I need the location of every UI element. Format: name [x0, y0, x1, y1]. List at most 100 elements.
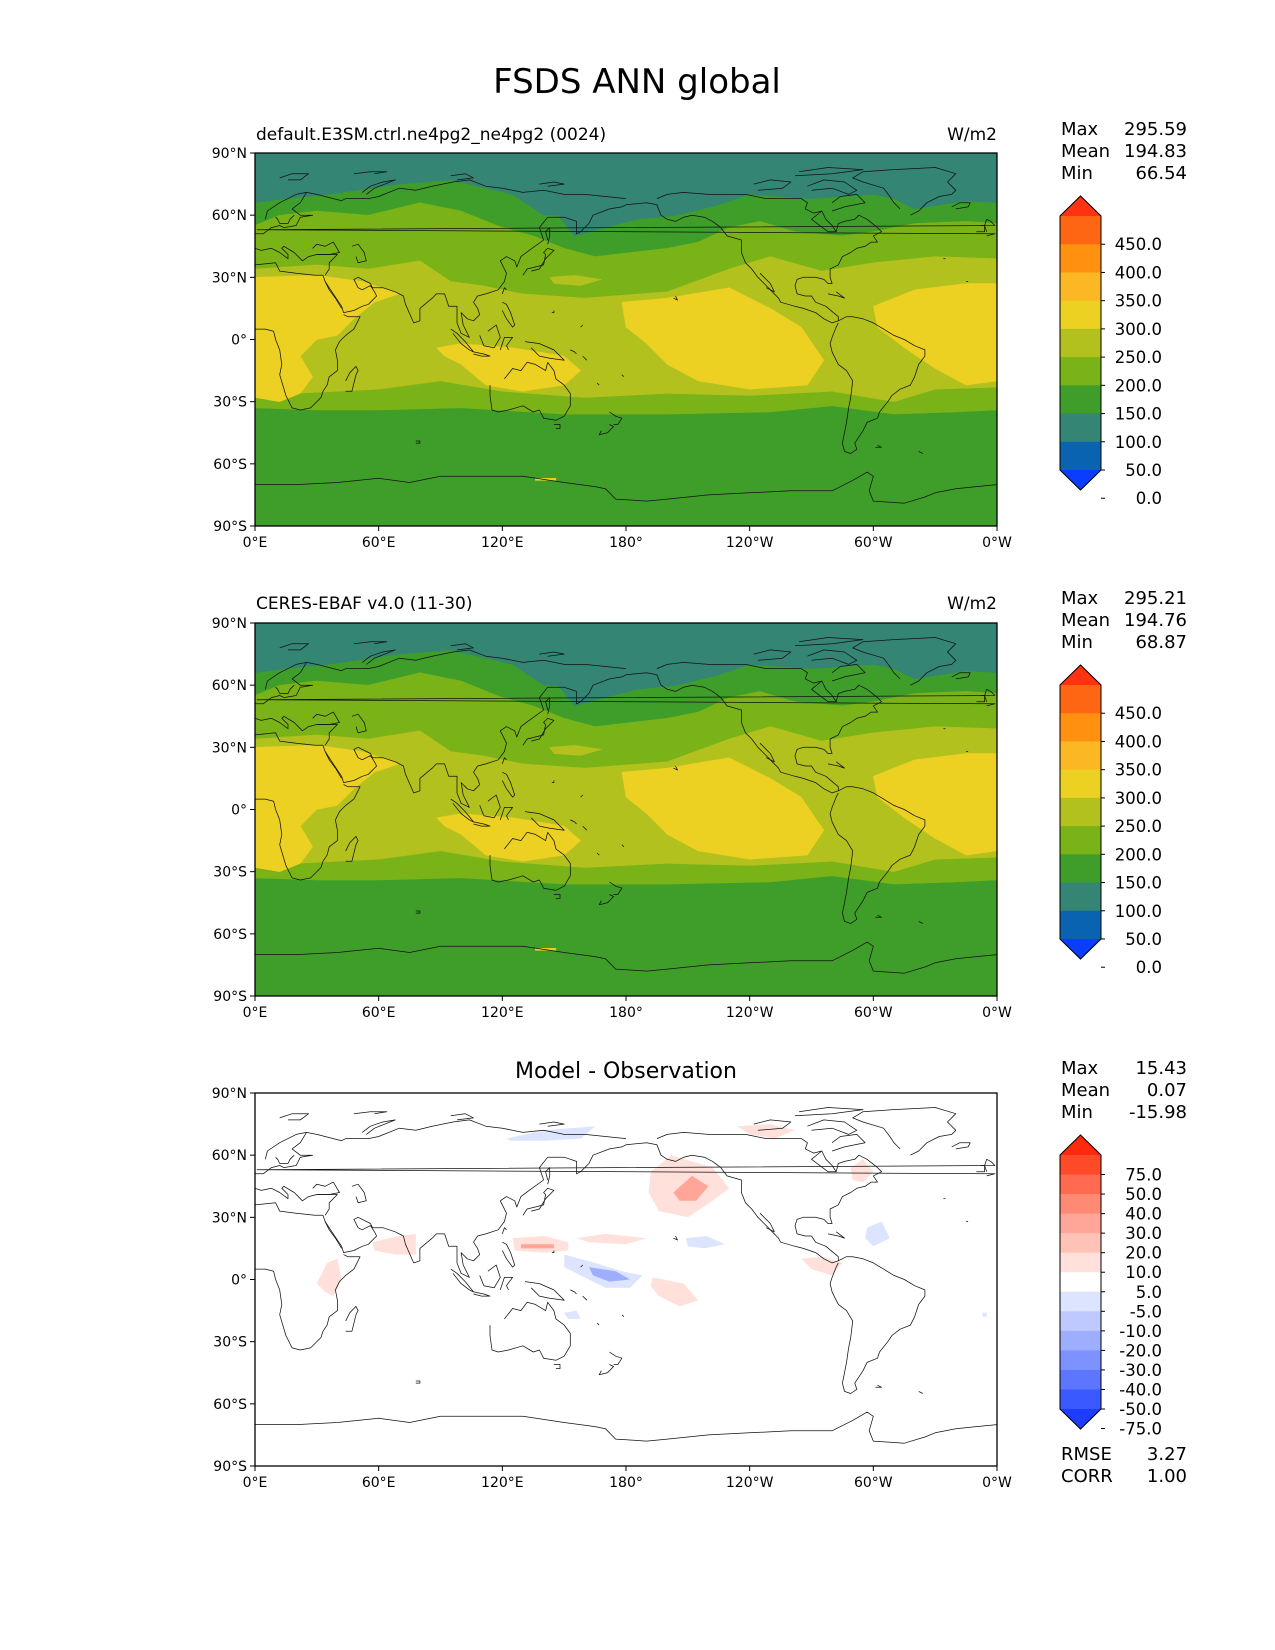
coastline-14	[522, 717, 555, 746]
coastline-20	[499, 807, 513, 821]
lon-tick-label: 60°E	[362, 1475, 396, 1491]
coastline-31	[753, 649, 792, 661]
stat-label-mean: Mean	[1061, 141, 1110, 162]
coastline-21	[524, 341, 565, 361]
coastline-20	[499, 337, 513, 351]
coastline-46	[596, 382, 600, 386]
coastline-4	[255, 784, 361, 881]
coastline-12	[976, 1165, 985, 1173]
difference-contours	[316, 1124, 987, 1319]
coastline-20	[499, 1277, 513, 1291]
field-contours-model	[255, 153, 997, 526]
colorbar-extend-bottom	[1060, 1409, 1101, 1429]
lat-tick-label: 60°S	[213, 927, 247, 943]
colorbar-swatch	[1060, 713, 1101, 742]
colorbar-swatch	[1060, 328, 1101, 358]
difference-patch-4	[576, 1233, 647, 1245]
stat-value-max: 295.21	[1124, 588, 1187, 609]
difference-patch-9	[850, 1159, 874, 1183]
coastline-35	[811, 1150, 837, 1173]
coastline-45	[580, 324, 583, 328]
coastline-45	[580, 1264, 583, 1268]
colorbar-swatch	[1060, 1252, 1101, 1273]
coastline-21	[524, 1281, 565, 1301]
stat-value-min: 68.87	[1135, 632, 1187, 653]
coastline-40	[539, 1121, 565, 1127]
colorbar-swatch	[1060, 1174, 1101, 1195]
coastline-2	[255, 732, 323, 746]
colorbar-extend-bottom	[1060, 470, 1101, 490]
coastline-33	[794, 637, 864, 647]
colorbar-extend-bottom	[1060, 939, 1101, 959]
coastline-25	[598, 1364, 614, 1376]
coastline-36	[279, 1113, 309, 1121]
coastline-39	[450, 173, 474, 181]
coastline-46	[596, 1322, 600, 1326]
stats-observation: Max 295.21 Mean 194.76 Min 68.87	[1061, 588, 1187, 653]
contour-patch-olive-north-pacific	[549, 275, 602, 286]
lat-tick-label: 90°S	[213, 1459, 247, 1475]
colorbar-label: 400.0	[1115, 732, 1162, 751]
lat-tick-label: 90°S	[213, 519, 247, 535]
contour-patch-yellow-atlantic	[873, 753, 997, 856]
coastline-28	[827, 291, 845, 299]
coastline-1	[322, 204, 627, 338]
coastline-29	[829, 786, 926, 924]
coastlines-model	[255, 167, 997, 504]
coastline-19	[479, 324, 501, 349]
lon-tick-label: 0°W	[982, 535, 1012, 551]
difference-patch-17	[982, 1312, 987, 1317]
coastline-44	[551, 1250, 555, 1253]
coastline-15	[501, 287, 507, 295]
coastline-7	[351, 243, 367, 264]
coastline-16	[501, 771, 516, 798]
coastline-22	[489, 361, 571, 421]
field-contours-observation	[255, 623, 997, 996]
coastline-9	[264, 192, 307, 220]
colorbar-swatch	[1060, 1291, 1101, 1312]
coastline-42	[255, 471, 997, 504]
lat-tick-label: 60°S	[213, 1397, 247, 1413]
coastline-45	[580, 794, 583, 798]
coastline-15	[501, 1227, 507, 1235]
coastline-30	[852, 167, 957, 216]
coastline-36	[279, 173, 309, 181]
coastline-43	[415, 910, 421, 914]
coastlines-observation	[255, 637, 997, 974]
coastline-54	[582, 1295, 588, 1301]
main-title: FSDS ANN global	[493, 62, 781, 102]
coastline-53	[570, 1289, 577, 1295]
coastline-52	[918, 1391, 923, 1394]
coastline-38	[353, 1111, 388, 1115]
coastline-24	[609, 411, 623, 425]
coastline-48	[673, 1235, 678, 1241]
coastline-7	[351, 1183, 367, 1204]
lat-tick-label: 30°S	[213, 1335, 247, 1351]
colorbar-swatch	[1060, 797, 1101, 827]
coastline-47	[621, 374, 625, 378]
coastline-48	[673, 765, 678, 771]
coastline-39	[450, 1113, 474, 1121]
lon-tick-label: 60°W	[854, 1475, 893, 1491]
difference-patch-6	[316, 1258, 342, 1297]
colorbar-swatch	[1060, 741, 1101, 771]
coastline-37	[361, 179, 396, 195]
colorbar-swatch	[1060, 1272, 1101, 1293]
coastline-18	[473, 1291, 491, 1297]
coastline-3	[255, 715, 338, 746]
coastline-11	[256, 1158, 996, 1177]
corr-label: CORR	[1061, 1466, 1113, 1487]
colorbar-label: -5.0	[1130, 1302, 1162, 1321]
colorbar-label: 50.0	[1125, 930, 1162, 949]
coastline-24	[609, 881, 623, 895]
corr-value: 1.00	[1147, 1466, 1187, 1487]
coastline-42	[255, 1411, 997, 1444]
colorbar-label: -40.0	[1119, 1380, 1162, 1399]
coastline-8	[324, 281, 342, 309]
coastline-12	[976, 225, 985, 233]
coastline-16	[501, 1241, 516, 1268]
coastline-8	[324, 1221, 342, 1249]
lon-tick-label: 0°W	[982, 1005, 1012, 1021]
coastline-42	[255, 941, 997, 974]
coastline-2	[255, 262, 323, 276]
